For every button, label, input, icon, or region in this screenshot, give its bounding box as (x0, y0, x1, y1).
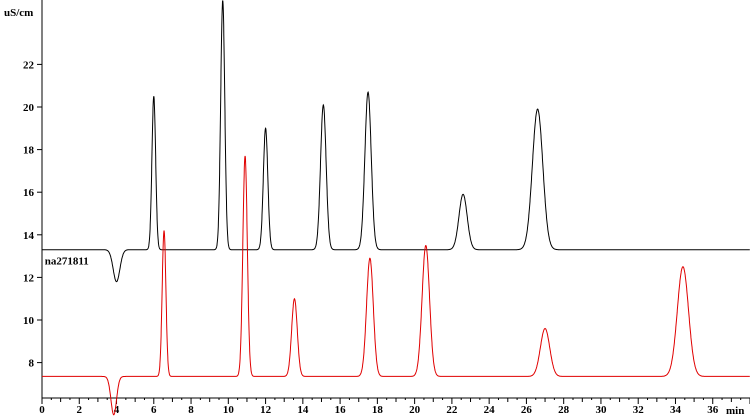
y-tick-label: 8 (29, 358, 35, 370)
x-tick-label: 20 (409, 404, 421, 416)
x-tick-label: 14 (297, 404, 309, 416)
y-tick-label: 22 (23, 59, 35, 71)
x-tick-label: 34 (670, 404, 682, 416)
x-tick-label: 30 (595, 404, 607, 416)
x-tick-label: 32 (633, 404, 645, 416)
trace-annotation-label: na271811 (45, 255, 89, 267)
y-tick-label: 10 (23, 315, 35, 327)
x-tick-label: 16 (335, 404, 347, 416)
x-axis-unit-label: min (726, 405, 744, 417)
x-tick-label: 12 (260, 404, 272, 416)
x-tick-label: 24 (484, 404, 496, 416)
y-axis-unit-label: uS/cm (4, 7, 33, 19)
x-tick-label: 2 (77, 404, 83, 416)
x-tick-label: 18 (372, 404, 384, 416)
traces (42, 0, 750, 416)
trace-red-line (42, 155, 750, 416)
y-tick-label: 12 (23, 272, 35, 284)
x-tick-label: 26 (521, 404, 533, 416)
x-tick-label: 6 (151, 404, 157, 416)
y-tick-label: 14 (23, 230, 35, 242)
y-tick-label: 16 (23, 187, 35, 199)
x-tick-label: 36 (707, 404, 719, 416)
x-tick-label: 10 (223, 404, 235, 416)
x-tick-label: 4 (114, 404, 120, 416)
x-tick-label: 28 (558, 404, 570, 416)
y-tick-label: 20 (23, 102, 35, 114)
labels: uS/cm min na271811 (4, 7, 744, 417)
x-tick-label: 0 (39, 404, 45, 416)
x-tick-label: 8 (188, 404, 194, 416)
trace-black-line (42, 0, 750, 283)
y-tick-label: 18 (23, 145, 35, 157)
x-tick-label: 22 (446, 404, 458, 416)
